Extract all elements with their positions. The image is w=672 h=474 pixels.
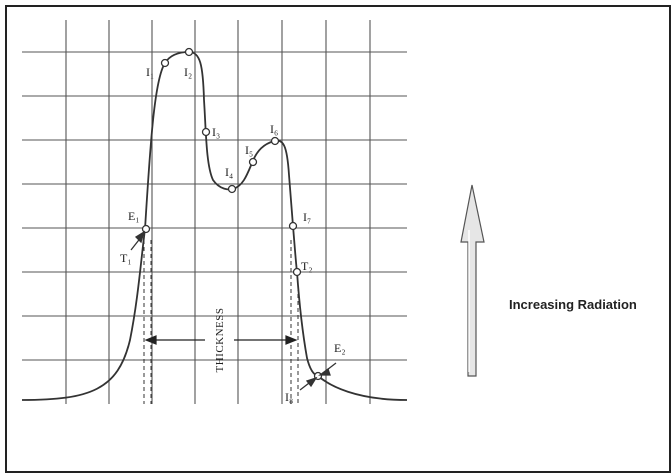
marker-I5 [248,157,258,167]
label-E2: E₂ [334,341,346,355]
pointer-arrows [130,230,337,391]
label-I7: I₇ [303,210,311,224]
point-markers [141,47,323,381]
label-I6: I₆ [270,122,278,136]
thickness-dimension [144,335,298,345]
thickness-boundaries [143,240,299,404]
label-T1: T₁ [120,251,132,265]
figure-frame [5,5,671,473]
point-labels: I₁ I₂ I₃ I₄ I₅ I₆ I₇ I₈ E₁ E₂ T₁ T₂ [120,65,346,404]
marker-I2 [184,47,194,57]
label-E1: E₁ [128,209,140,223]
increasing-radiation-arrow [460,184,485,377]
label-I4: I₄ [225,165,233,179]
marker-I4 [227,184,237,194]
marker-I3 [201,127,211,137]
label-I3: I₃ [212,125,220,139]
label-I2: I₂ [184,65,192,79]
marker-E1 [141,224,151,234]
increasing-radiation-label: Increasing Radiation [509,297,637,312]
marker-I7 [288,221,298,231]
label-I5: I₅ [245,143,253,157]
marker-I6 [270,136,280,146]
marker-T2 [292,267,302,277]
label-I8: I₈ [285,390,293,404]
marker-I1 [160,58,170,68]
label-T2: T₂ [301,259,313,273]
thickness-label: THICKNESS [214,307,226,372]
label-I1: I₁ [146,65,154,79]
